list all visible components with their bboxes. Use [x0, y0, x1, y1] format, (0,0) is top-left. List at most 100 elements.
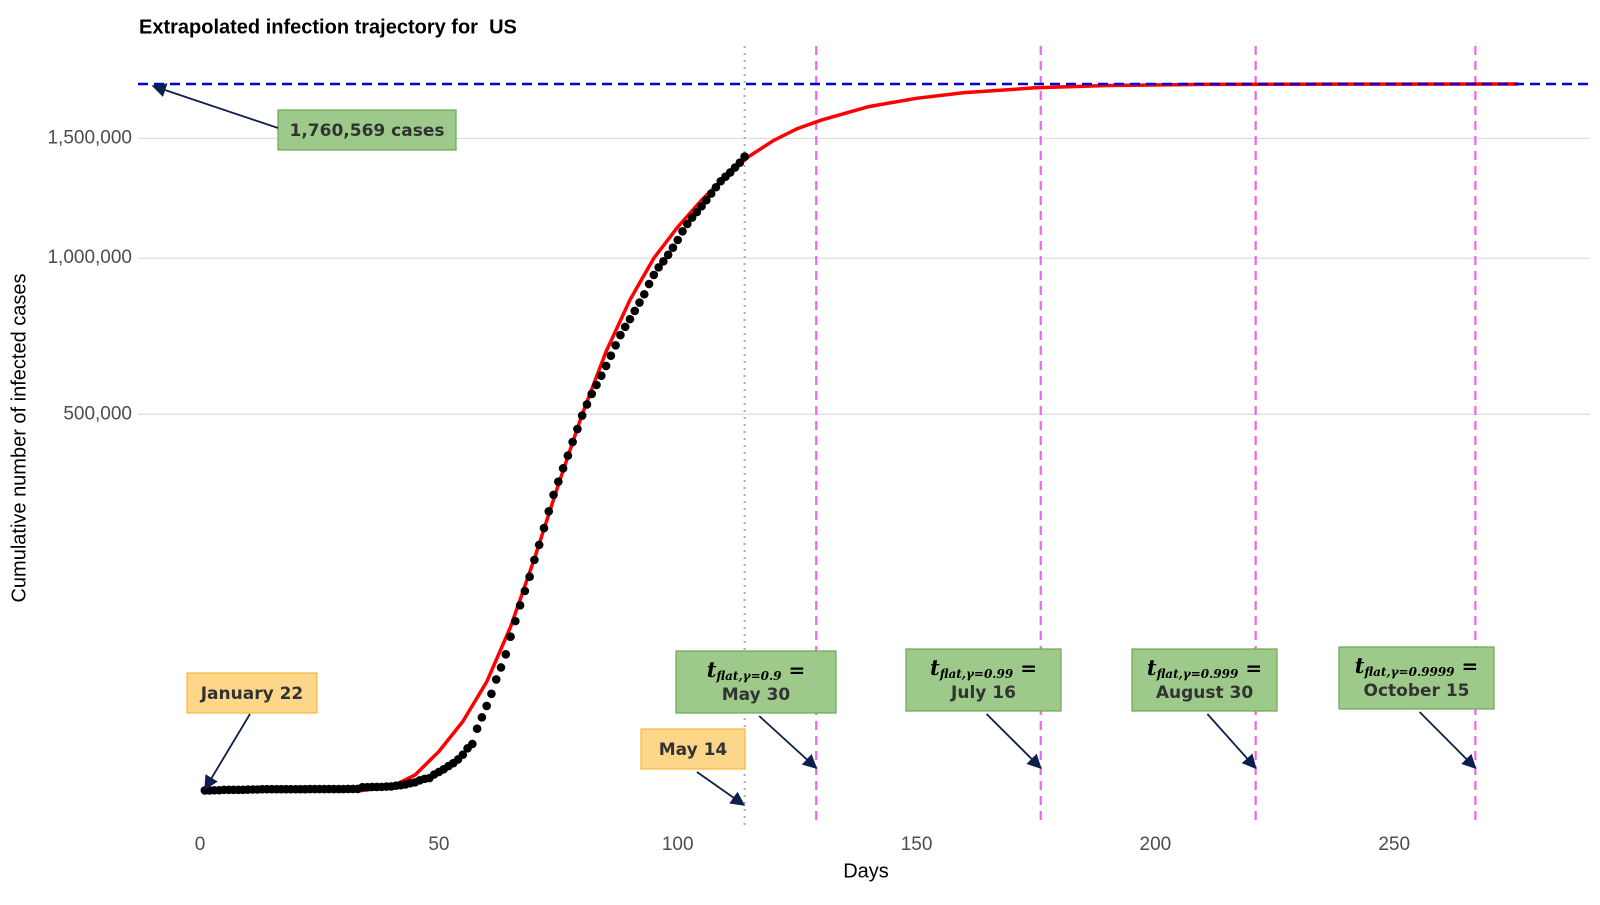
- data-point: [458, 750, 468, 760]
- start-box: [186, 672, 318, 714]
- data-point: [468, 739, 477, 749]
- data-point: [673, 235, 683, 245]
- data-point: [616, 330, 625, 340]
- data-point: [587, 389, 597, 399]
- flat-symbol: t: [930, 655, 940, 680]
- data-point: [740, 152, 749, 161]
- flat-date: May 30: [722, 685, 791, 705]
- flat-subscript: flat,γ=0.9: [715, 669, 782, 683]
- data-point: [659, 257, 668, 266]
- x-tick-label: 250: [1378, 834, 1410, 855]
- flat-subscript: flat,γ=0.9999: [1363, 665, 1455, 679]
- data-point: [549, 490, 558, 500]
- fit-line: [357, 82, 1519, 793]
- data-point: [491, 675, 501, 684]
- data-point: [506, 632, 515, 642]
- flat-box: [1338, 646, 1495, 710]
- flat-equals: =: [1462, 654, 1479, 678]
- data-point: [735, 158, 745, 168]
- data-point: [577, 411, 587, 420]
- annotation-arrow: [204, 713, 251, 791]
- data-point: [606, 351, 616, 360]
- annotation-arrow: [1418, 711, 1477, 770]
- reference-box: [640, 728, 746, 770]
- annotation-arrow: [696, 771, 746, 806]
- data-point: [568, 437, 577, 447]
- annotation-arrow: [151, 83, 279, 129]
- data-point: [520, 586, 530, 596]
- flat-formula: tflat,γ=0.9999 =: [1355, 653, 1479, 679]
- flat-date: October 15: [1364, 681, 1470, 701]
- flat-formula: tflat,γ=0.999 =: [1147, 655, 1262, 681]
- y-tick-label: 1,000,000: [47, 247, 132, 268]
- data-point: [525, 572, 534, 581]
- flat-formula: tflat,γ=0.99 =: [930, 655, 1037, 681]
- data-point: [482, 701, 491, 711]
- data-point: [530, 555, 539, 565]
- flat-equals: =: [789, 658, 806, 682]
- y-tick-label: 1,500,000: [47, 127, 132, 148]
- data-point: [702, 195, 711, 205]
- data-point: [611, 341, 620, 350]
- start-label: January 22: [200, 684, 304, 704]
- data-point: [678, 226, 687, 236]
- y-tick-label: 500,000: [63, 403, 132, 424]
- data-point: [654, 263, 663, 272]
- data-point: [487, 689, 496, 699]
- data-point: [573, 424, 582, 434]
- flat-box: [905, 648, 1062, 712]
- chart-title: Extrapolated infection trajectory for US: [139, 16, 517, 38]
- data-point: [496, 663, 506, 672]
- data-point: [620, 322, 630, 332]
- data-point: [630, 306, 640, 316]
- flat-symbol: t: [1355, 653, 1365, 678]
- data-point: [501, 650, 511, 659]
- data-point: [539, 523, 549, 533]
- flat-box: [675, 650, 837, 714]
- data-point: [639, 289, 649, 299]
- annotation-arrow: [1206, 713, 1257, 770]
- flat-date: August 30: [1156, 683, 1254, 703]
- data-point: [668, 243, 678, 252]
- data-point: [563, 451, 573, 460]
- data-point: [558, 464, 568, 473]
- data-point: [554, 477, 563, 486]
- data-point: [706, 189, 716, 198]
- data-point: [663, 250, 673, 260]
- flat-equals: =: [1020, 656, 1037, 680]
- data-point: [477, 713, 487, 722]
- data-point: [711, 182, 721, 192]
- flat-symbol: t: [707, 657, 717, 682]
- x-axis-title: Days: [843, 860, 889, 882]
- data-point: [635, 298, 644, 307]
- flat-symbol: t: [1147, 655, 1157, 680]
- data-point: [597, 371, 606, 380]
- flat-box: [1131, 648, 1278, 712]
- flat-formula: tflat,γ=0.9 =: [707, 657, 806, 683]
- data-point: [692, 207, 702, 217]
- data-point: [472, 724, 482, 733]
- annotation-arrow: [985, 713, 1042, 770]
- data-point: [601, 361, 611, 371]
- data-point: [592, 380, 601, 390]
- x-tick-label: 100: [662, 834, 694, 855]
- data-point: [515, 600, 525, 610]
- data-point: [682, 219, 692, 229]
- data-point: [644, 279, 654, 289]
- data-point: [697, 201, 706, 211]
- x-tick-label: 50: [428, 834, 449, 855]
- data-point: [544, 506, 554, 516]
- flat-equals: =: [1245, 656, 1262, 680]
- x-tick-label: 0: [195, 834, 206, 855]
- flat-subscript: flat,γ=0.99: [939, 667, 1014, 681]
- reference-label: May 14: [659, 740, 728, 760]
- data-point: [511, 616, 520, 626]
- x-tick-label: 200: [1140, 834, 1172, 855]
- y-axis-title: Cumulative number of infected cases: [8, 273, 30, 602]
- data-point: [534, 540, 544, 550]
- flat-date: July 16: [950, 683, 1016, 703]
- x-tick-label: 150: [901, 834, 933, 855]
- data-point: [625, 314, 635, 324]
- flat-subscript: flat,γ=0.999: [1156, 667, 1239, 681]
